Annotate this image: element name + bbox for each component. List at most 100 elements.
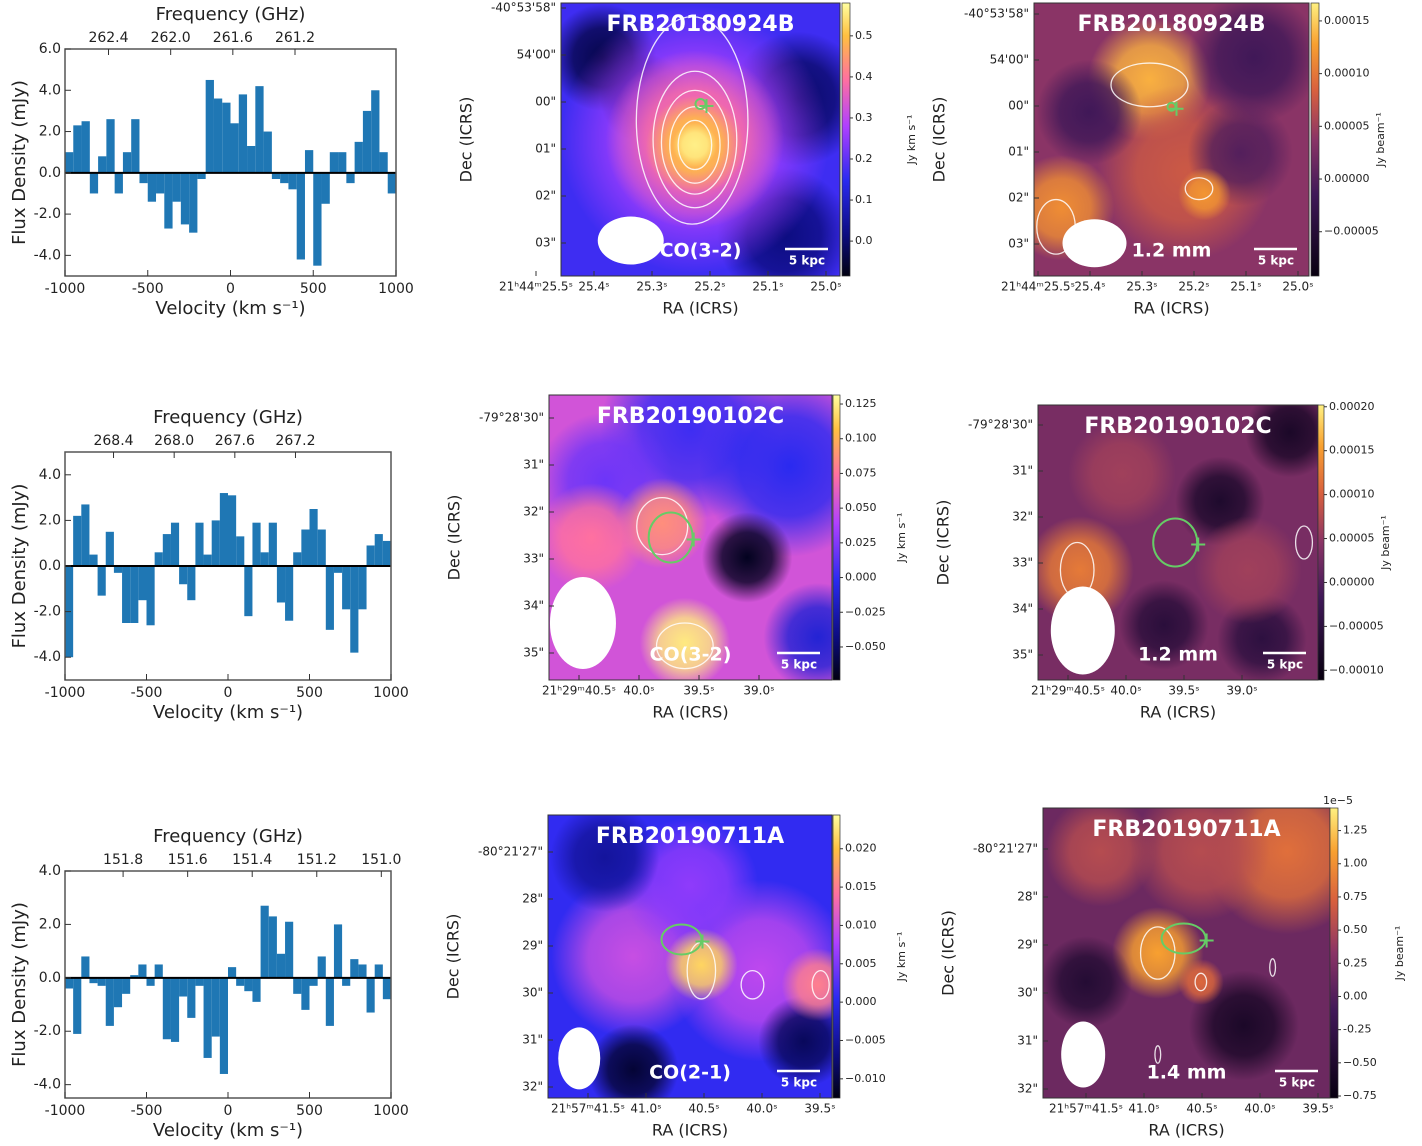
dec-tick-label: 32" bbox=[522, 1080, 543, 1094]
colorbar-tick-label: −0.025 bbox=[845, 605, 886, 618]
dec-tick-label: 30" bbox=[522, 986, 543, 1000]
emission-blob bbox=[672, 122, 718, 168]
y-tick-label: 4.0 bbox=[39, 467, 61, 483]
y-tick-label: 2.0 bbox=[39, 512, 61, 528]
ra-tick-label: 40.0ˢ bbox=[1110, 684, 1141, 698]
bar bbox=[244, 566, 253, 617]
bar bbox=[89, 977, 98, 984]
bar bbox=[170, 977, 180, 1042]
y-axis-label: Dec (ICRS) bbox=[457, 97, 476, 183]
colorbar-tick-label: 0.000 bbox=[845, 995, 877, 1008]
bar bbox=[366, 545, 375, 566]
y-tick-label: 4.0 bbox=[39, 863, 61, 879]
bar bbox=[195, 977, 204, 986]
x2-tick-label: 151.0 bbox=[361, 852, 401, 868]
bar bbox=[228, 495, 237, 566]
x-tick-label: 500 bbox=[300, 281, 327, 297]
host-center bbox=[1199, 933, 1214, 948]
beam bbox=[549, 577, 616, 669]
bar bbox=[301, 529, 310, 566]
colorbar-tick-label: 0.25 bbox=[1343, 956, 1368, 969]
dec-tick-label: 32" bbox=[1017, 1082, 1038, 1096]
x2-tick-label: 268.4 bbox=[93, 433, 133, 449]
dec-tick-label: 02" bbox=[535, 189, 556, 203]
dec-tick-label: 34" bbox=[1012, 602, 1033, 616]
contour bbox=[677, 119, 713, 171]
colorbar bbox=[832, 394, 841, 681]
ra-tick-label: 25.0ˢ bbox=[810, 280, 841, 294]
bar bbox=[325, 566, 334, 630]
x2-tick-label: 151.6 bbox=[168, 852, 208, 868]
bar bbox=[276, 953, 286, 978]
map: FRB20190102C 1.2 mm 5 kpc -79°28'30" 31" 32" 3… bbox=[934, 400, 1393, 722]
emission-blob bbox=[1178, 167, 1231, 221]
map-frame bbox=[1033, 2, 1310, 277]
bar bbox=[131, 119, 140, 173]
colorbar-tick-label: 0.00020 bbox=[1329, 400, 1375, 413]
bar bbox=[236, 977, 245, 986]
bar bbox=[203, 977, 212, 1058]
y-tick-label: 2.0 bbox=[39, 916, 61, 932]
emission-blob bbox=[763, 582, 832, 680]
ra-tick-label: 39.5ˢ bbox=[1168, 684, 1199, 698]
x2-tick-label: 267.2 bbox=[275, 433, 315, 449]
x2-axis-label: Frequency (GHz) bbox=[156, 4, 306, 25]
bar bbox=[122, 152, 132, 173]
scale-bar-label: 5 kpc bbox=[781, 1076, 817, 1090]
bar bbox=[333, 566, 343, 573]
ra-tick-label: 41.0ˢ bbox=[1128, 1102, 1159, 1116]
beam bbox=[558, 1027, 601, 1090]
bar bbox=[73, 125, 82, 173]
y-axis-label: Flux Density (mJy) bbox=[9, 902, 30, 1067]
x2-tick-label: 262.4 bbox=[88, 30, 128, 46]
map: FRB20180924B 1.2 mm 5 kpc -40°53'58" 54'00" 0… bbox=[930, 2, 1387, 318]
dec-tick-label: 28" bbox=[522, 892, 543, 906]
colorbar-tick-label: 0.0 bbox=[855, 234, 873, 247]
bar bbox=[162, 977, 171, 1040]
colorbar-tick-label: −0.00005 bbox=[1324, 225, 1379, 238]
map-title: FRB20190102C bbox=[1084, 414, 1271, 439]
y-axis-label: Dec (ICRS) bbox=[444, 914, 463, 1000]
colorbar-tick-label: −0.00010 bbox=[1329, 663, 1384, 676]
dec-tick-label: 29" bbox=[1017, 938, 1038, 952]
ra-tick-label: 41.0ˢ bbox=[630, 1102, 661, 1116]
emission-blob bbox=[1177, 959, 1224, 1005]
x2-tick-label: 151.4 bbox=[232, 852, 272, 868]
bar bbox=[98, 156, 107, 173]
bar bbox=[371, 90, 380, 173]
bar bbox=[387, 172, 396, 194]
ra-tick-label: 39.5ˢ bbox=[1302, 1102, 1333, 1116]
bar bbox=[228, 967, 237, 978]
emission-blob bbox=[1043, 936, 1132, 1028]
bar bbox=[81, 504, 90, 566]
bar bbox=[89, 172, 99, 194]
bar bbox=[230, 123, 239, 173]
bar bbox=[260, 552, 269, 566]
dec-tick-label: 31" bbox=[523, 458, 544, 472]
beam bbox=[1061, 1021, 1106, 1088]
contour bbox=[635, 16, 749, 225]
contour bbox=[1269, 958, 1277, 977]
bar bbox=[333, 924, 343, 978]
colorbar-tick-label: 0.005 bbox=[845, 957, 877, 970]
bar bbox=[325, 977, 334, 1026]
colorbar-tick-label: 1.00 bbox=[1343, 857, 1368, 870]
emission-blob bbox=[550, 815, 660, 912]
bar bbox=[219, 493, 228, 566]
bar bbox=[179, 566, 188, 585]
contour bbox=[1154, 1045, 1162, 1064]
map: FRB20190102C CO(3-2) 5 kpc -79°28'30" 31" 32"… bbox=[445, 394, 908, 722]
colorbar-tick-label: 1.25 bbox=[1343, 824, 1368, 837]
y-tick-label: -4.0 bbox=[34, 649, 61, 665]
bar bbox=[374, 534, 383, 566]
map-image bbox=[1043, 808, 1330, 1098]
colorbar-tick-label: −0.50 bbox=[1343, 1056, 1377, 1069]
bar bbox=[122, 566, 131, 623]
dec-tick-label: 33" bbox=[1012, 556, 1033, 570]
contour bbox=[660, 89, 730, 195]
x2-tick-label: 151.2 bbox=[297, 852, 337, 868]
dec-tick-label: 02" bbox=[1008, 191, 1029, 205]
host-center bbox=[695, 934, 710, 949]
dec-tick-label: -40°53'58" bbox=[964, 7, 1029, 21]
ra-tick-label: 21ʰ44ᵐ25.5ˢ bbox=[1001, 280, 1075, 294]
